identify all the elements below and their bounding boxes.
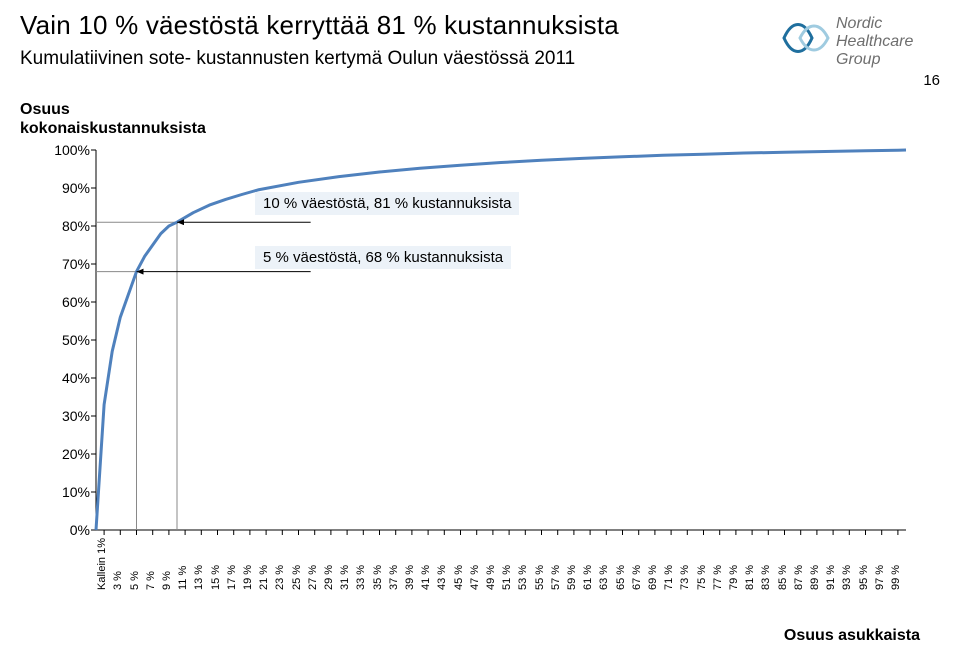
x-tick-label: 25 % bbox=[291, 565, 303, 590]
x-tick-label: Kallein 1% bbox=[96, 538, 108, 590]
x-tick-label: 93 % bbox=[841, 565, 853, 590]
x-tick-label: 69 % bbox=[647, 565, 659, 590]
x-tick-label: 3 % bbox=[112, 571, 124, 590]
x-axis-label: Osuus asukkaista bbox=[784, 627, 920, 645]
y-tick-label: 10% bbox=[40, 484, 90, 500]
nordic-healthcare-group-logo: Nordic Healthcare Group bbox=[782, 8, 902, 68]
x-tick-labels: Kallein 1% 3 % 5 % 7 % 9 % 11 % 13 % 15 % 17 % 19… bbox=[96, 534, 906, 590]
x-tick-label: 91 % bbox=[825, 565, 837, 590]
y-tick-label: 0% bbox=[40, 522, 90, 538]
x-tick-label: 57 % bbox=[550, 565, 562, 590]
x-tick-label: 71 % bbox=[663, 565, 675, 590]
annotation-10pct: 10 % väestöstä, 81 % kustannuksista bbox=[255, 192, 519, 215]
annotation-5pct: 5 % väestöstä, 68 % kustannuksista bbox=[255, 246, 511, 269]
x-tick-label: 15 % bbox=[210, 565, 222, 590]
y-tick-label: 40% bbox=[40, 370, 90, 386]
x-tick-label: 31 % bbox=[339, 565, 351, 590]
x-tick-label: 95 % bbox=[858, 565, 870, 590]
logo-wave-icon bbox=[784, 25, 828, 52]
y-tick-label: 100% bbox=[40, 142, 90, 158]
x-tick-label: 85 % bbox=[777, 565, 789, 590]
x-tick-label: 29 % bbox=[323, 565, 335, 590]
x-tick-label: 39 % bbox=[404, 565, 416, 590]
logo-text-mid: Healthcare bbox=[836, 33, 913, 50]
page-title: Vain 10 % väestöstä kerryttää 81 % kusta… bbox=[20, 10, 619, 41]
x-tick-label: 45 % bbox=[453, 565, 465, 590]
x-tick-label: 19 % bbox=[242, 565, 254, 590]
x-tick-label: 67 % bbox=[631, 565, 643, 590]
page-number: 16 bbox=[923, 72, 940, 89]
x-tick-label: 99 % bbox=[890, 565, 902, 590]
x-tick-label: 41 % bbox=[420, 565, 432, 590]
x-tick-label: 83 % bbox=[760, 565, 772, 590]
x-tick-label: 49 % bbox=[485, 565, 497, 590]
x-tick-label: 63 % bbox=[598, 565, 610, 590]
x-tick-label: 33 % bbox=[355, 565, 367, 590]
y-tick-label: 60% bbox=[40, 294, 90, 310]
x-tick-label: 75 % bbox=[696, 565, 708, 590]
x-tick-label: 5 % bbox=[129, 571, 141, 590]
y-tick-label: 70% bbox=[40, 256, 90, 272]
x-tick-label: 53 % bbox=[517, 565, 529, 590]
x-tick-label: 13 % bbox=[193, 565, 205, 590]
logo-text-top: Nordic bbox=[836, 15, 882, 32]
x-tick-label: 47 % bbox=[469, 565, 481, 590]
x-tick-label: 17 % bbox=[226, 565, 238, 590]
logo-text-bot: Group bbox=[836, 51, 881, 68]
y-tick-label: 30% bbox=[40, 408, 90, 424]
x-tick-label: 79 % bbox=[728, 565, 740, 590]
x-tick-label: 35 % bbox=[372, 565, 384, 590]
x-tick-label: 65 % bbox=[615, 565, 627, 590]
x-tick-label: 89 % bbox=[809, 565, 821, 590]
x-tick-label: 11 % bbox=[177, 566, 189, 590]
y-tick-label: 50% bbox=[40, 332, 90, 348]
x-tick-label: 81 % bbox=[744, 565, 756, 590]
x-tick-label: 77 % bbox=[712, 565, 724, 590]
x-tick-label: 7 % bbox=[145, 571, 157, 590]
y-tick-label: 80% bbox=[40, 218, 90, 234]
x-tick-label: 43 % bbox=[436, 565, 448, 590]
x-tick-label: 97 % bbox=[874, 565, 886, 590]
y-tick-label: 90% bbox=[40, 180, 90, 196]
x-tick-label: 37 % bbox=[388, 565, 400, 590]
x-tick-label: 61 % bbox=[582, 565, 594, 590]
page-subtitle: Kumulatiivinen sote- kustannusten kertym… bbox=[20, 48, 575, 70]
x-tick-label: 55 % bbox=[534, 565, 546, 590]
x-tick-label: 87 % bbox=[793, 565, 805, 590]
x-tick-label: 59 % bbox=[566, 565, 578, 590]
x-tick-label: 23 % bbox=[274, 565, 286, 590]
x-tick-label: 9 % bbox=[161, 571, 173, 590]
x-tick-label: 51 % bbox=[501, 565, 513, 590]
x-tick-label: 73 % bbox=[679, 565, 691, 590]
y-tick-label: 20% bbox=[40, 446, 90, 462]
x-tick-label: 27 % bbox=[307, 565, 319, 590]
y-axis-label: Osuus kokonaiskustannuksista bbox=[20, 100, 206, 138]
x-tick-label: 21 % bbox=[258, 565, 270, 590]
